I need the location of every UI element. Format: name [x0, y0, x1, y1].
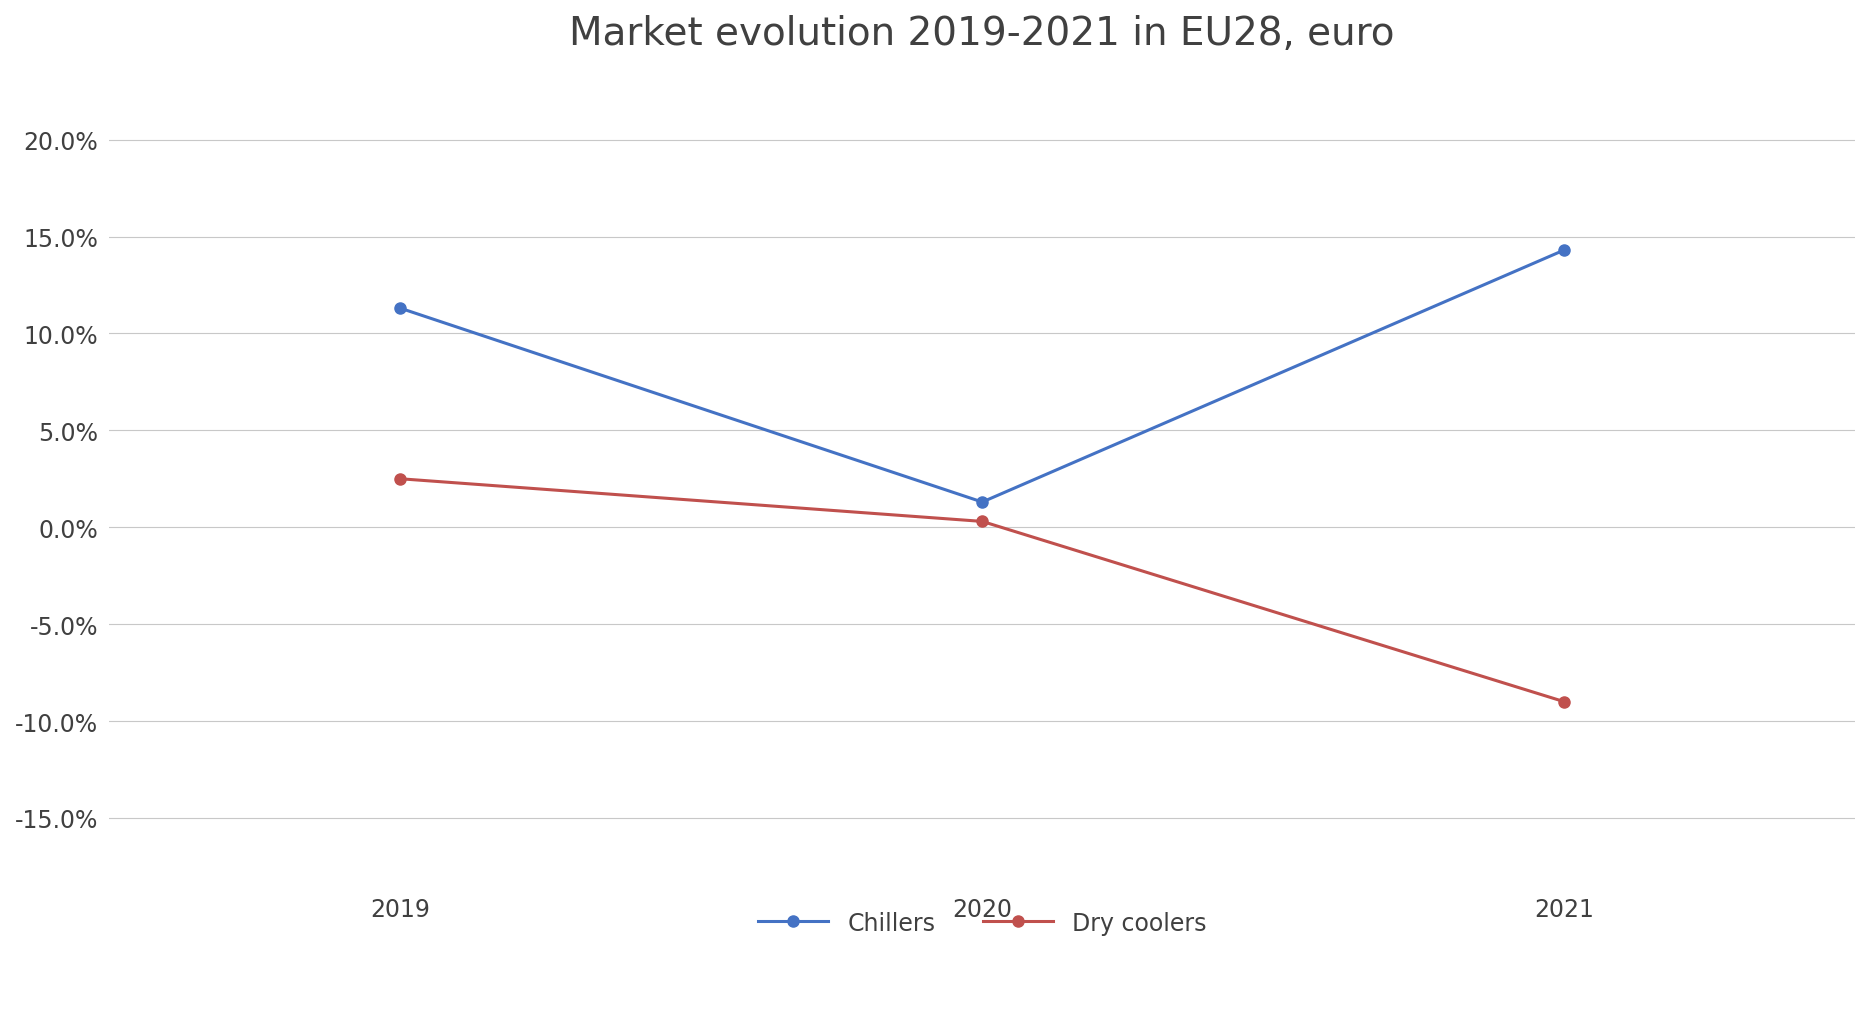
Chillers	[389, 303, 411, 315]
Line: Chillers: Chillers	[395, 246, 1569, 508]
Chillers	[1552, 245, 1575, 257]
Legend: Chillers, Dry coolers: Chillers, Dry coolers	[748, 902, 1216, 945]
Title: Market evolution 2019-2021 in EU28, euro: Market evolution 2019-2021 in EU28, euro	[570, 15, 1395, 53]
Line: Dry coolers: Dry coolers	[395, 474, 1569, 707]
Dry coolers	[971, 516, 993, 528]
Chillers	[971, 496, 993, 508]
Dry coolers	[1552, 696, 1575, 708]
Dry coolers	[389, 473, 411, 485]
